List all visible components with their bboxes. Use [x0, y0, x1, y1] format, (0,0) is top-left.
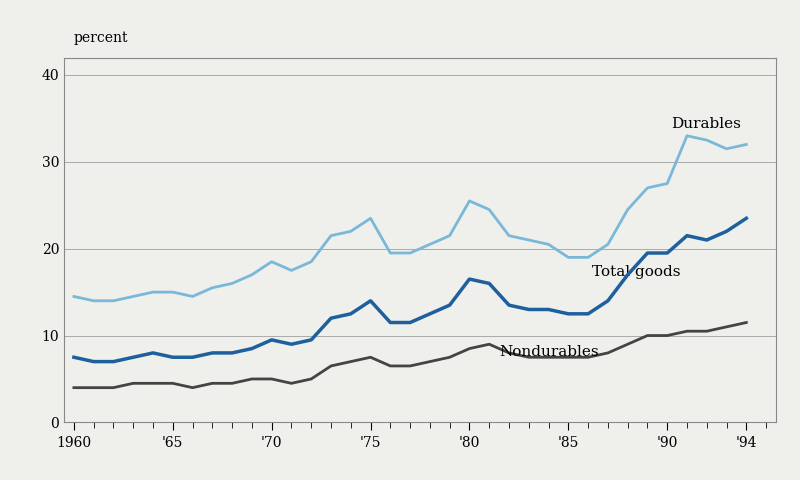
Text: Durables: Durables	[671, 118, 741, 132]
Text: Total goods: Total goods	[592, 265, 681, 279]
Text: percent: percent	[74, 31, 128, 45]
Text: Nondurables: Nondurables	[499, 345, 598, 359]
